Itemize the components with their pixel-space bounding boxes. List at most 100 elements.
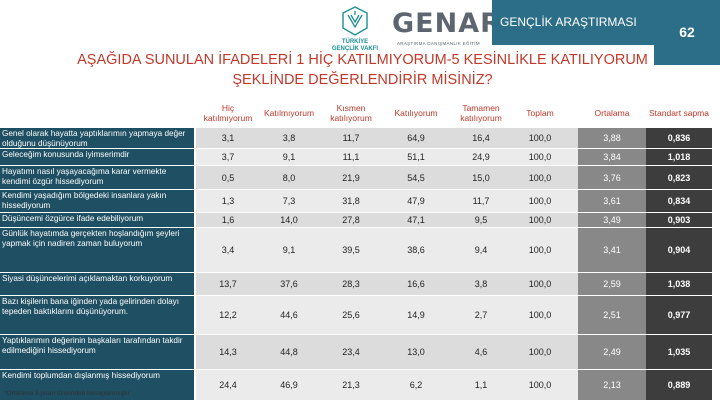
percent-value: 16,6	[407, 279, 425, 289]
std-dev-value: 1,018	[667, 152, 691, 162]
column-header: Ortalama	[594, 107, 630, 118]
percent-value: 100,0	[528, 245, 552, 255]
std-dev-cell-bg	[646, 190, 712, 212]
percent-value: 28,3	[342, 279, 360, 289]
percent-value: 9,4	[474, 245, 488, 255]
percent-value: 100,0	[528, 133, 552, 143]
table-row: Günlük hayatımda gerçekten hoşlandığım ş…	[0, 228, 720, 272]
percent-value: 39,5	[342, 245, 360, 255]
percent-value: 38,6	[407, 245, 425, 255]
question-line-2: ŞEKLİNDE DEĞERLENDİRİR MİSİNİZ?	[232, 72, 493, 88]
percent-value: 100,0	[528, 152, 552, 162]
percent-value: 23,4	[342, 347, 360, 357]
average-cell-bg	[578, 128, 646, 148]
column-header: Katılıyorum	[394, 107, 438, 118]
percent-value: 3,4	[221, 245, 235, 255]
std-dev-cell-bg	[646, 370, 712, 400]
average-cell-bg	[578, 335, 646, 369]
std-dev-cell-bg	[646, 228, 712, 272]
table-row: Yaptıklarımın değerinin başkaları tarafı…	[0, 335, 720, 369]
average-value: 3,41	[603, 245, 621, 255]
std-dev-cell-bg	[646, 273, 712, 295]
std-dev-value: 0,903	[667, 215, 691, 225]
table-row: Hayatımı nasıl yaşayacağıma karar vermek…	[0, 166, 720, 189]
percent-value: 44,8	[280, 347, 298, 357]
percent-value: 3,8	[474, 279, 488, 289]
percent-value: 100,0	[528, 347, 552, 357]
genclik-vakfi-text: TÜRKİYE GENÇLİK VAKFI	[331, 39, 379, 52]
std-dev-cell-bg	[646, 149, 712, 165]
percent-value: 9,1	[282, 152, 296, 162]
percent-value: 47,9	[407, 196, 425, 206]
table-row: Siyasi düşüncelerimi açıklamaktan korkuy…	[0, 273, 720, 295]
average-cell-bg	[578, 370, 646, 400]
percent-value: 11,1	[342, 152, 360, 162]
std-dev-cell-bg	[646, 213, 712, 227]
percent-value: 1,3	[221, 196, 235, 206]
percent-value: 64,9	[407, 133, 425, 143]
genclik-vakfi-logo: TÜRKİYE GENÇLİK VAKFI	[327, 6, 383, 52]
row-label: Kendimi toplumdan dışlanmış hissediyorum	[0, 370, 194, 400]
genar-logo: GENAR ARAŞTIRMA DANIŞMANLIK EĞİTİM	[392, 8, 501, 52]
genar-tagline: ARAŞTIRMA DANIŞMANLIK EĞİTİM	[397, 41, 480, 46]
average-cell-bg	[578, 149, 646, 165]
percent-value: 24,9	[472, 152, 490, 162]
row-label: Düşüncemi özgürce ifade edebiliyorum	[0, 213, 194, 227]
percent-value: 1,1	[474, 380, 488, 390]
percent-value: 24,4	[219, 380, 237, 390]
average-value: 2,13	[603, 380, 621, 390]
percent-value: 12,2	[219, 310, 237, 320]
column-header: Katılmıyorum	[263, 107, 315, 118]
percent-value: 15,0	[472, 172, 490, 183]
percent-value: 44,6	[280, 310, 298, 320]
row-label: Siyasi düşüncelerimi açıklamaktan korkuy…	[0, 273, 194, 295]
average-cell-bg	[578, 273, 646, 295]
row-label: Kendimi yaşadığım bölgedeki insanlara ya…	[0, 190, 194, 212]
std-dev-value: 1,038	[667, 279, 691, 289]
std-dev-value: 0,823	[667, 172, 691, 183]
percent-value: 13,0	[407, 347, 425, 357]
row-label: Bazı kişilerin bana iğinden yada gelirin…	[0, 296, 194, 334]
percent-value: 46,9	[280, 380, 298, 390]
row-label: Günlük hayatımda gerçekten hoşlandığım ş…	[0, 228, 194, 272]
average-value: 3,84	[603, 152, 621, 162]
header-title: GENÇLİK ARAŞTIRMASI	[500, 15, 637, 29]
std-dev-value: 0,836	[667, 133, 691, 143]
page-number: 62	[679, 24, 695, 40]
percent-value: 9,1	[282, 245, 296, 255]
row-label: Hayatımı nasıl yaşayacağıma karar vermek…	[0, 166, 194, 189]
average-value: 3,76	[603, 172, 621, 183]
std-dev-cell-bg	[646, 296, 712, 334]
percent-value: 11,7	[472, 196, 490, 206]
question-title: AŞAĞIDA SUNULAN İFADELERİ 1 HİÇ KATILMIY…	[20, 50, 705, 90]
table-row: Kendimi yaşadığım bölgedeki insanlara ya…	[0, 190, 720, 212]
percent-value: 11,7	[342, 133, 360, 143]
std-dev-cell-bg	[646, 335, 712, 369]
std-dev-value: 0,889	[667, 380, 691, 390]
average-cell-bg	[578, 296, 646, 334]
column-header: Tamamen katılıyorum	[460, 102, 502, 123]
percent-value: 6,2	[409, 380, 423, 390]
percent-value: 9,5	[474, 215, 488, 225]
table-row: Kendimi toplumdan dışlanmış hissediyorum…	[0, 370, 720, 400]
percent-value: 100,0	[528, 196, 552, 206]
average-cell-bg	[578, 190, 646, 212]
average-cell-bg	[578, 166, 646, 189]
percent-value: 14,3	[219, 347, 237, 357]
percent-value: 3,8	[282, 133, 296, 143]
average-cell-bg	[578, 228, 646, 272]
average-value: 3,49	[603, 215, 621, 225]
percent-value: 51,1	[407, 152, 425, 162]
percent-value: 100,0	[528, 172, 552, 183]
column-header: Toplam	[526, 107, 554, 118]
average-value: 3,88	[603, 133, 621, 143]
percent-value: 0,5	[221, 172, 235, 183]
percent-value: 14,9	[407, 310, 425, 320]
std-dev-value: 1,035	[667, 347, 691, 357]
column-header: Standart sapma	[648, 107, 709, 118]
average-value: 3,61	[603, 196, 621, 206]
percent-value: 47,1	[407, 215, 425, 225]
std-dev-value: 0,834	[667, 196, 691, 206]
genclik-vakfi-emblem-icon	[342, 6, 368, 36]
percent-value: 100,0	[528, 380, 552, 390]
